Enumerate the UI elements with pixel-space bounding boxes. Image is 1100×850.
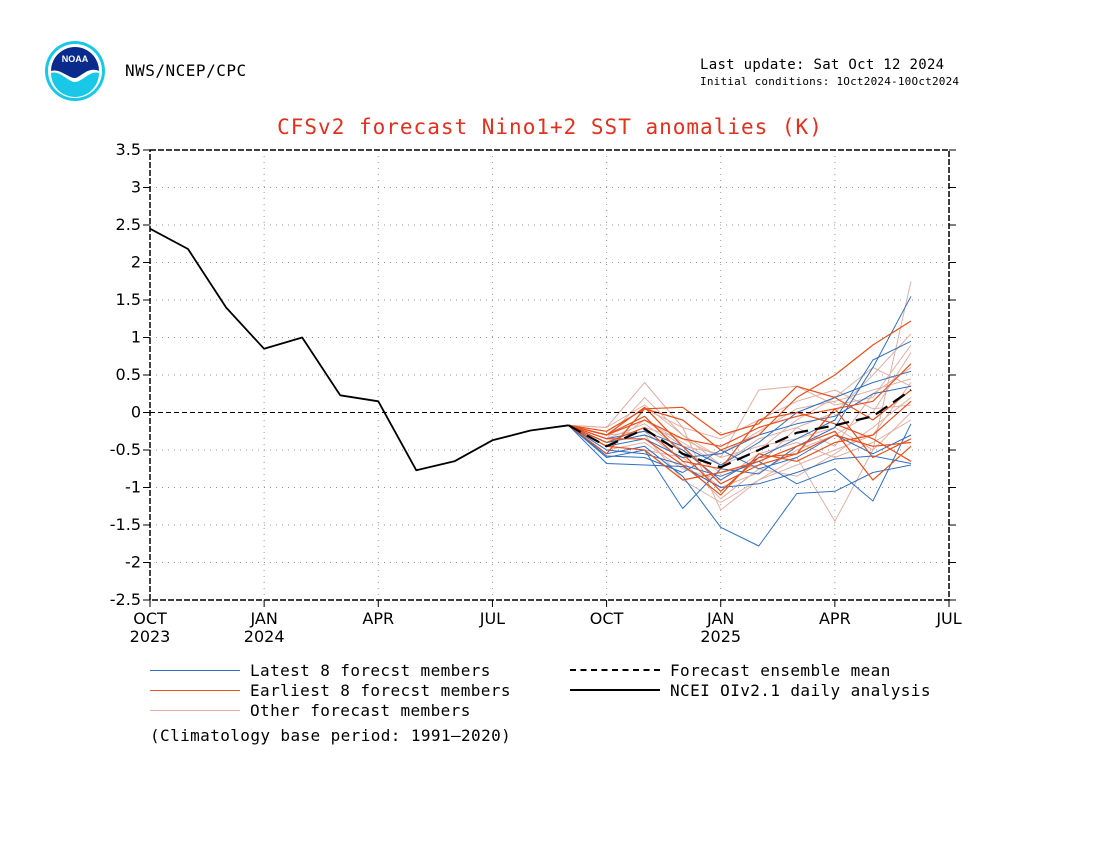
- earliest-member-line: [568, 320, 912, 455]
- latest-member-line: [568, 424, 912, 488]
- observed-line: [149, 227, 569, 472]
- plot-border: [149, 149, 950, 601]
- legend-item-mean: Forecast ensemble mean: [570, 660, 891, 680]
- last-update-text: Last update: Sat Oct 12 2024: [700, 57, 945, 73]
- earliest-member-line: [568, 385, 912, 436]
- x-tick-year-label: 2025: [700, 627, 741, 646]
- latest-member-line: [568, 423, 912, 502]
- latest-member-line: [568, 424, 912, 473]
- y-tick-label: -0.5: [110, 440, 141, 459]
- legend-label-other: Other forecast members: [250, 700, 471, 720]
- logo-text: NOAA: [62, 54, 89, 64]
- y-tick-label: 0: [131, 403, 141, 422]
- x-tick-label: OCT: [133, 609, 167, 628]
- earliest-member-line: [568, 411, 912, 470]
- legend-swatch-latest: [150, 669, 240, 671]
- legend-swatch-earliest: [150, 689, 240, 691]
- y-tick-label: 2.5: [116, 215, 141, 234]
- y-tick-label: 3: [131, 178, 141, 197]
- other-member-line: [568, 344, 912, 458]
- ensemble-mean-line: [567, 389, 912, 469]
- legend-label-obs: NCEI OIv2.1 daily analysis: [670, 680, 931, 700]
- legend-swatch-mean: [570, 669, 660, 671]
- legend-item-latest: Latest 8 forecst members: [150, 660, 491, 680]
- ensemble-mean-series: [567, 389, 912, 469]
- initial-conditions-text: Initial conditions: 1Oct2024-10Oct2024: [700, 75, 960, 88]
- latest-members-series: [568, 296, 912, 547]
- latest-member-line: [568, 296, 912, 509]
- noaa-logo: NOAA: [45, 41, 105, 101]
- earliest-member-line: [568, 424, 912, 481]
- legend-label-earliest: Earliest 8 forecst members: [250, 680, 511, 700]
- earliest-members-series: [568, 320, 912, 496]
- x-tick-label: JUL: [935, 609, 961, 628]
- y-tick-label: -1: [125, 478, 141, 497]
- other-member-line: [568, 367, 912, 466]
- x-tick-label: APR: [362, 609, 394, 628]
- climatology-note: (Climatology base period: 1991–2020): [150, 726, 512, 745]
- observed-series: [149, 227, 569, 472]
- x-tick-label: OCT: [590, 609, 624, 628]
- org-label: NWS/NCEP/CPC: [125, 61, 247, 80]
- other-member-line: [568, 389, 912, 440]
- y-tick-label: 1.5: [116, 290, 141, 309]
- legend-swatch-obs: [570, 689, 660, 691]
- x-tick-label: JUL: [479, 609, 505, 628]
- earliest-member-line: [568, 363, 912, 447]
- y-tick-label: 0.5: [116, 365, 141, 384]
- x-tick-year-label: 2023: [130, 627, 171, 646]
- plot-frame: [149, 149, 950, 601]
- x-tick-label: APR: [819, 609, 851, 628]
- y-tick-label: 3.5: [116, 140, 141, 159]
- gridlines: [150, 150, 949, 600]
- legend-item-obs: NCEI OIv2.1 daily analysis: [570, 680, 931, 700]
- x-tick-year-label: 2024: [244, 627, 285, 646]
- legend-item-earliest: Earliest 8 forecst members: [150, 680, 511, 700]
- y-tick-label: -1.5: [110, 515, 141, 534]
- y-tick-label: -2.5: [110, 590, 141, 609]
- chart-title: CFSv2 forecast Nino1+2 SST anomalies (K): [277, 115, 823, 139]
- legend-swatch-other: [150, 709, 240, 711]
- legend-item-other: Other forecast members: [150, 700, 471, 720]
- x-tick-label: JAN: [249, 609, 277, 628]
- y-tick-label: -2: [125, 553, 141, 572]
- y-axis-ticks: 3.5 3 2.5 2 1.5 1 0.5 0 -0.5 -1 -1.5 -2 -2.5: [110, 140, 956, 609]
- other-member-line: [568, 281, 912, 522]
- legend-label-mean: Forecast ensemble mean: [670, 660, 891, 680]
- y-tick-label: 1: [131, 328, 141, 347]
- x-tick-label: JAN: [706, 609, 734, 628]
- latest-member-line: [568, 424, 912, 547]
- y-tick-label: 2: [131, 253, 141, 272]
- legend-label-latest: Latest 8 forecst members: [250, 660, 491, 680]
